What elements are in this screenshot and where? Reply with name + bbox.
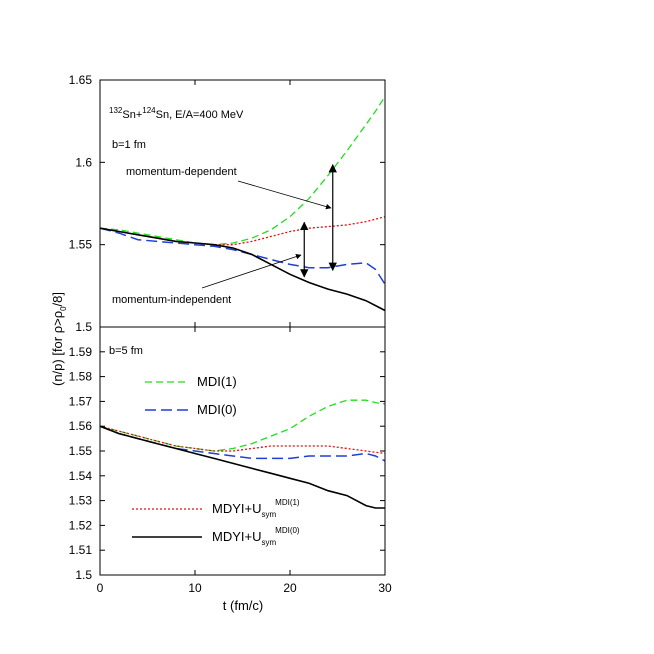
x-tick-label: 20 bbox=[283, 581, 297, 595]
momentum-dependent-label: momentum-dependent bbox=[126, 166, 237, 178]
y-tick-label: 1.6 bbox=[75, 155, 92, 169]
legend-label-mdi1: MDI(1) bbox=[197, 374, 237, 389]
series-line-mdi1-bottom bbox=[99, 399, 386, 452]
legend-label-mdyi0: MDYI+UsymMDI(0) bbox=[212, 526, 300, 547]
reaction-label: 132Sn+124Sn, E/A=400 MeV bbox=[109, 106, 244, 121]
impact-label-bottom: b=5 fm bbox=[109, 345, 143, 357]
y-tick-label: 1.52 bbox=[69, 518, 93, 532]
x-tick-label: 0 bbox=[97, 581, 104, 595]
y-tick-label: 1.5 bbox=[75, 320, 92, 334]
y-tick-label: 1.53 bbox=[69, 494, 93, 508]
y-tick-label: 1.5 bbox=[75, 568, 92, 582]
y-tick-label: 1.65 bbox=[69, 73, 93, 87]
y-tick-label: 1.54 bbox=[69, 469, 93, 483]
series-line-mdyi0-bottom bbox=[99, 425, 385, 509]
series-line-mdyi1-bottom bbox=[99, 425, 386, 455]
y-tick-label: 1.56 bbox=[69, 419, 93, 433]
momentum-independent-label: momentum-independent bbox=[112, 294, 231, 306]
legend-label-mdi0: MDI(0) bbox=[197, 402, 237, 417]
y-tick-label: 1.57 bbox=[69, 394, 93, 408]
series-line-mdi0-top bbox=[99, 227, 386, 285]
series-line-mdi0-bottom bbox=[99, 425, 386, 462]
y-tick-label: 1.55 bbox=[69, 444, 93, 458]
y-tick-label: 1.51 bbox=[69, 543, 93, 557]
md-pointer-arrow bbox=[237, 180, 332, 210]
top-panel: 1.51.551.61.65 132Sn+124Sn, E/A=400 MeV … bbox=[69, 73, 386, 334]
y-tick-label: 1.55 bbox=[69, 238, 93, 252]
y-tick-label: 1.59 bbox=[69, 345, 93, 359]
y-axis-label: (n/p) [for ρ>ρ0/8] bbox=[50, 292, 68, 386]
mi-pointer-arrow bbox=[201, 253, 302, 289]
series-line-mdyi0-top bbox=[99, 227, 386, 312]
impact-label-top: b=1 fm bbox=[112, 139, 146, 151]
x-tick-label: 30 bbox=[378, 581, 392, 595]
y-tick-label: 1.58 bbox=[69, 370, 93, 384]
x-axis-label: t (fm/c) bbox=[223, 598, 263, 613]
bottom-panel: 1.5 1.51 1.52 1.53 1.54 1.55 1.56 1.57 1.58 1.59 0… bbox=[69, 326, 392, 595]
x-tick-label: 10 bbox=[188, 581, 202, 595]
legend-label-mdyi1: MDYI+UsymMDI(1) bbox=[212, 498, 300, 519]
